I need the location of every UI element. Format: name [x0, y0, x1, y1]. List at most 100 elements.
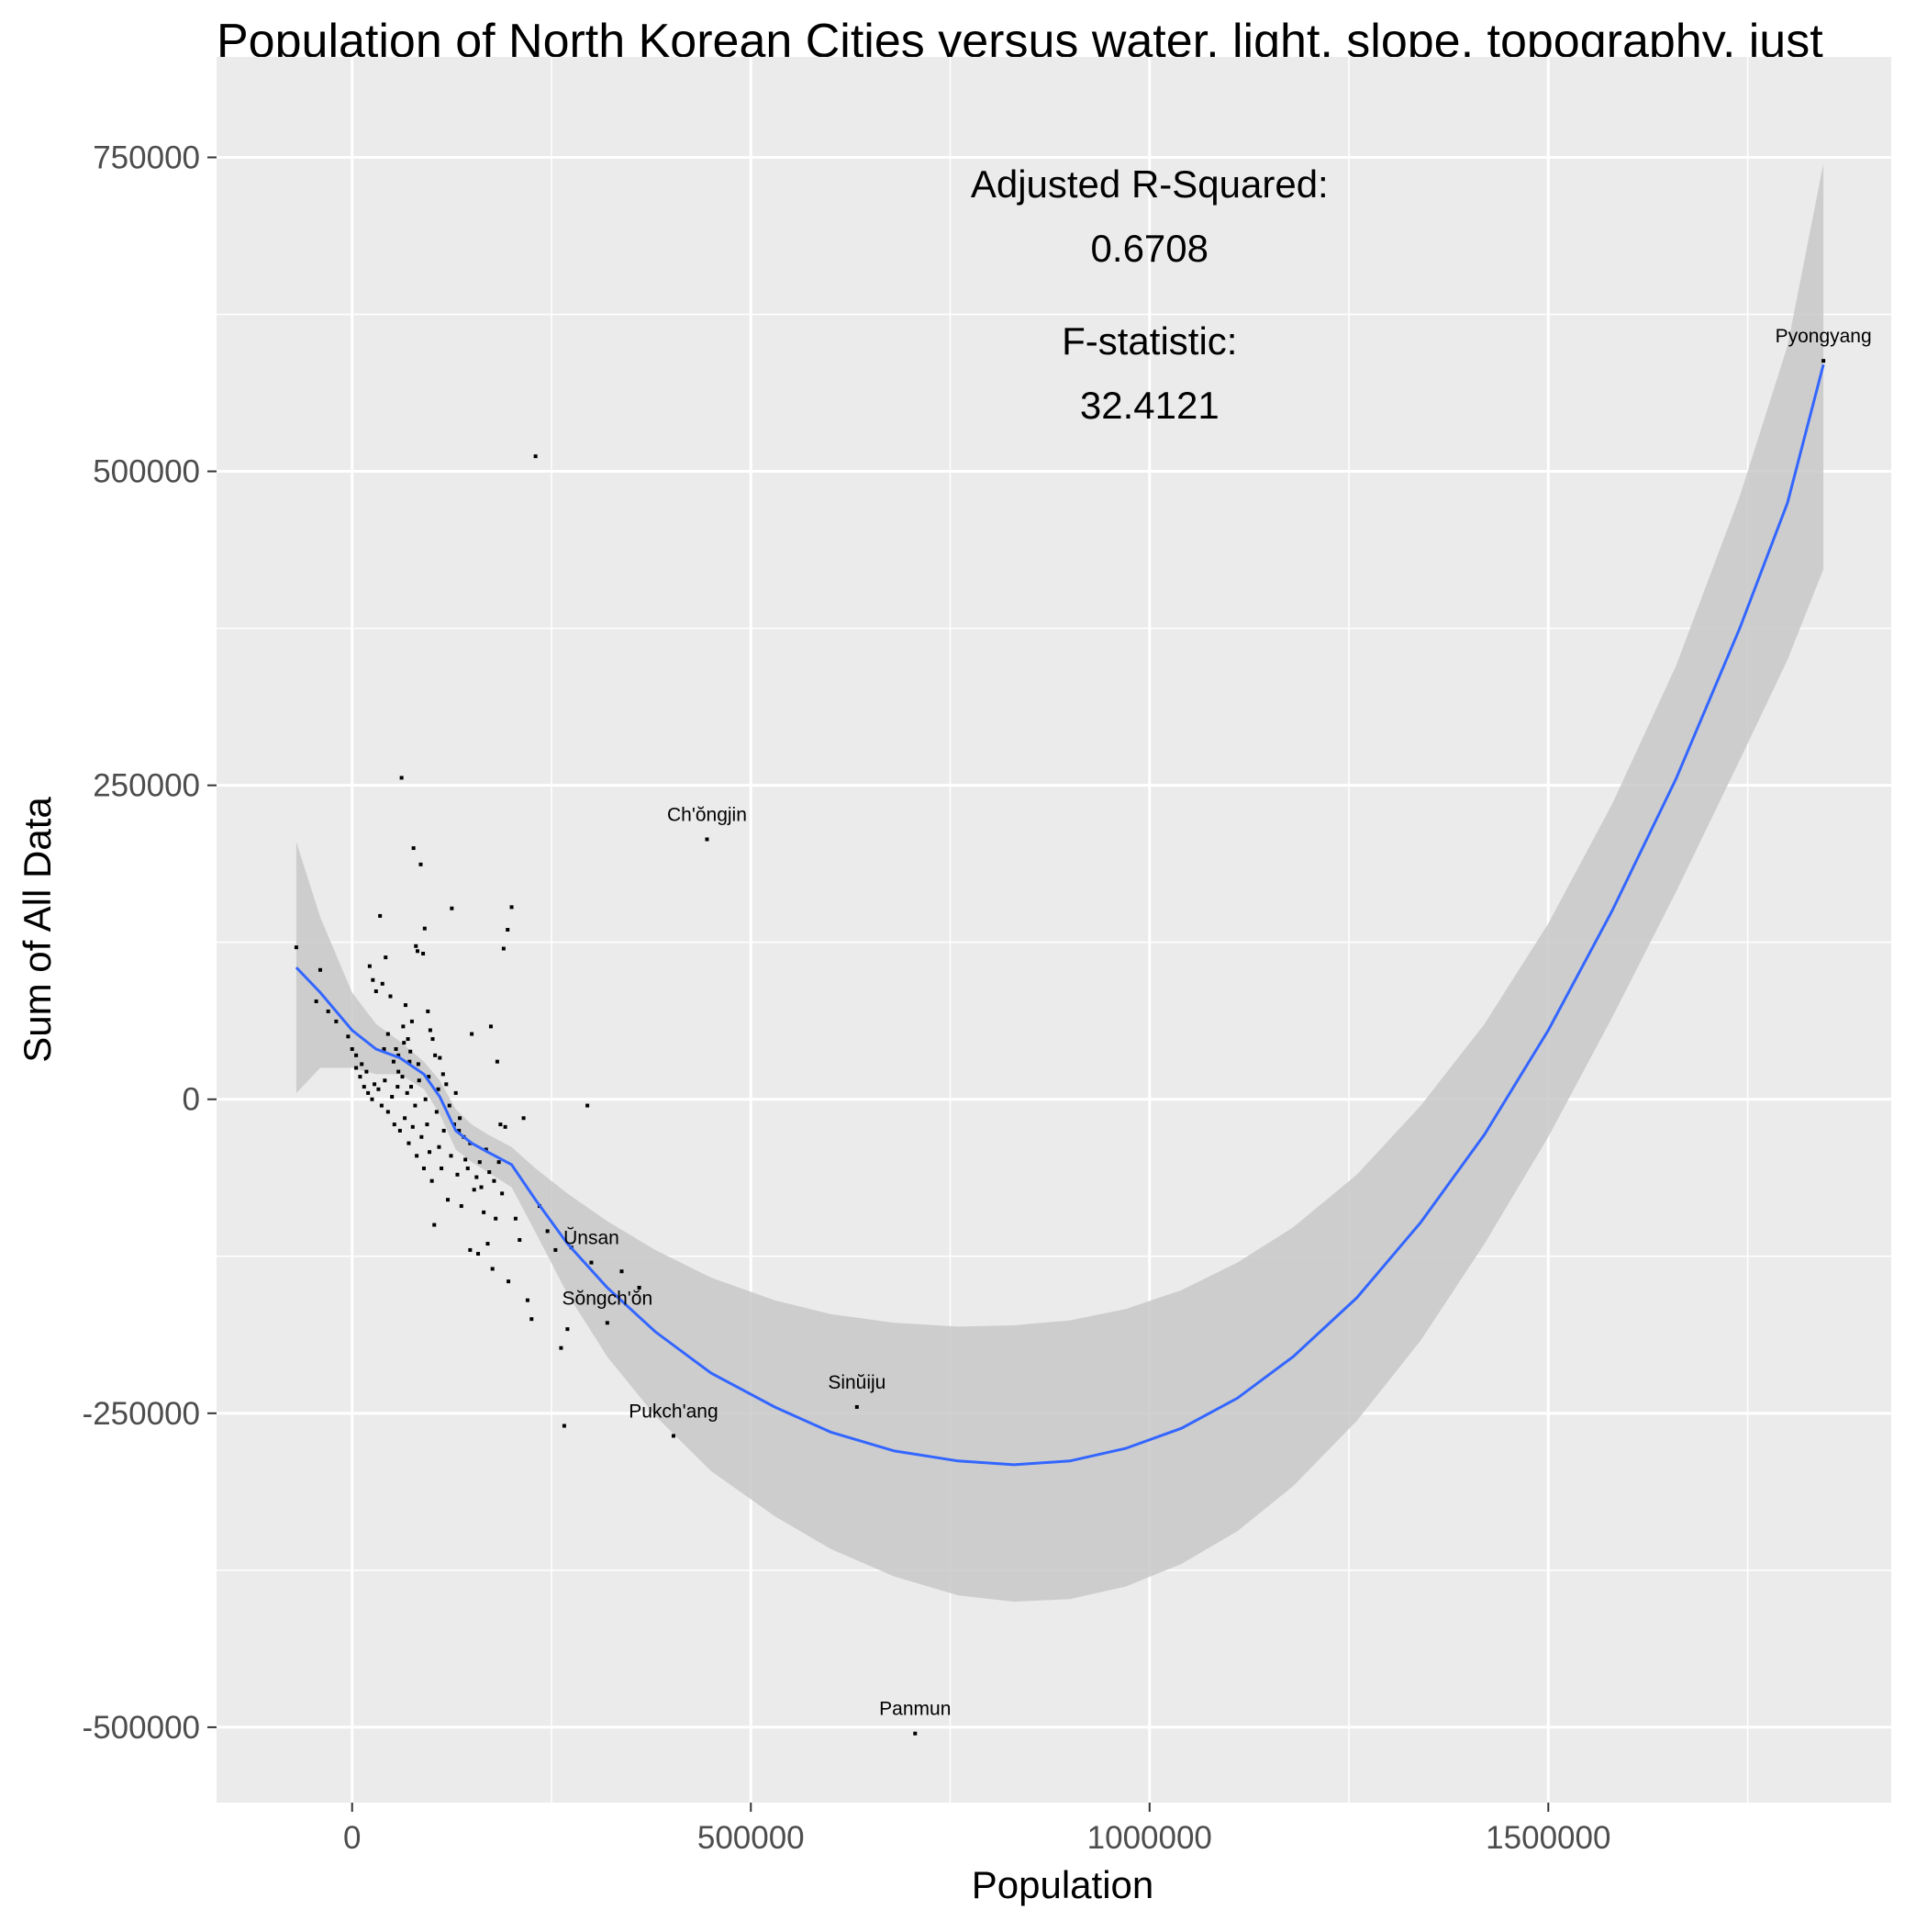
data-points — [294, 359, 1826, 1736]
data-point — [399, 776, 404, 780]
data-point — [565, 1327, 570, 1332]
data-point — [383, 1078, 387, 1083]
y-tick-label: -500000 — [83, 1710, 200, 1746]
data-point — [409, 1085, 414, 1089]
data-point — [418, 862, 423, 866]
point-label: Pukch'ang — [629, 1401, 718, 1422]
data-point — [453, 1090, 458, 1095]
point-label: Sinŭiju — [828, 1372, 886, 1393]
data-point — [436, 1087, 440, 1091]
x-tick-label: 500000 — [697, 1820, 805, 1856]
data-point — [406, 1037, 410, 1042]
data-point — [354, 1053, 359, 1057]
data-point — [367, 964, 372, 968]
data-point — [425, 1122, 429, 1127]
data-point — [408, 1049, 413, 1054]
data-point — [402, 1041, 407, 1045]
data-point — [913, 1731, 918, 1736]
data-point — [384, 955, 388, 960]
data-point — [364, 1069, 369, 1074]
data-point — [496, 1160, 501, 1165]
data-point — [503, 1124, 507, 1129]
data-point — [498, 1122, 503, 1127]
data-point — [416, 1062, 420, 1067]
data-point — [533, 454, 538, 459]
data-point — [385, 1032, 390, 1036]
data-point — [390, 1094, 395, 1099]
data-point — [495, 1059, 499, 1064]
y-tick-label: 750000 — [93, 140, 200, 175]
data-point — [370, 1097, 374, 1101]
data-point — [440, 1072, 445, 1077]
data-point — [430, 1037, 435, 1042]
confidence-ribbon — [295, 163, 1824, 1603]
data-point — [358, 1075, 362, 1079]
data-point — [407, 1141, 411, 1145]
data-point — [553, 1247, 558, 1252]
data-point — [446, 1198, 451, 1202]
data-point — [477, 1160, 482, 1165]
data-point — [401, 1024, 406, 1029]
data-point — [423, 1097, 428, 1101]
data-point — [671, 1434, 675, 1438]
data-point — [440, 1166, 444, 1170]
point-label: Panmun — [879, 1699, 951, 1720]
data-point — [585, 1103, 590, 1108]
x-tick-label: 0 — [343, 1820, 361, 1856]
data-point — [525, 1298, 529, 1302]
smooth-line — [295, 363, 1825, 1467]
y-tick-label: -250000 — [83, 1396, 200, 1432]
data-point — [380, 981, 384, 986]
data-point — [294, 945, 298, 950]
stat-annotation-text: Adjusted R-Squared: — [971, 162, 1329, 206]
data-point — [513, 1216, 518, 1221]
data-point — [395, 1085, 400, 1089]
data-point — [391, 1059, 395, 1064]
data-point — [421, 951, 426, 955]
data-point — [415, 1154, 419, 1158]
data-point — [459, 1204, 463, 1209]
data-point — [314, 999, 318, 1003]
data-point — [438, 1055, 442, 1060]
point-label: Pyongyang — [1776, 326, 1872, 347]
data-point — [485, 1242, 490, 1246]
x-tick-label: 1000000 — [1087, 1820, 1212, 1856]
data-point — [447, 1103, 451, 1108]
data-point — [379, 1103, 384, 1108]
data-point — [376, 1087, 381, 1091]
data-point — [521, 1116, 526, 1121]
data-point — [482, 1210, 486, 1214]
data-point — [545, 1229, 550, 1234]
y-tick-label: 500000 — [93, 454, 200, 490]
data-point — [428, 1028, 432, 1033]
data-point — [426, 1009, 430, 1013]
data-point — [619, 1269, 624, 1274]
data-point — [403, 1003, 407, 1008]
point-labels: Pyongyang Ch'ŏngjin Ŭnsan Sŏngch'ŏn Sinŭiju P… — [563, 326, 1872, 1720]
data-point — [326, 1009, 330, 1013]
data-point — [385, 1110, 390, 1114]
data-point — [371, 977, 375, 982]
data-point — [479, 1185, 484, 1189]
data-point — [463, 1157, 468, 1162]
data-point — [382, 1046, 386, 1051]
data-point — [637, 1285, 641, 1290]
data-point — [403, 1116, 407, 1121]
data-point — [470, 1032, 474, 1036]
data-point — [434, 1110, 439, 1114]
data-point — [397, 1128, 402, 1133]
data-point — [388, 994, 393, 999]
major-gridlines — [217, 57, 1891, 1803]
data-point — [433, 1053, 438, 1057]
data-point — [414, 944, 418, 948]
data-point — [487, 1170, 492, 1175]
data-point — [506, 928, 510, 932]
point-label: Sŏngch'ŏn — [563, 1288, 653, 1309]
data-point — [458, 1116, 462, 1121]
data-point — [346, 1034, 351, 1039]
data-point — [432, 1223, 437, 1227]
y-axis-ticks: -500000 -250000 0 250000 500000 750000 — [83, 140, 217, 1746]
data-point — [589, 1260, 594, 1265]
